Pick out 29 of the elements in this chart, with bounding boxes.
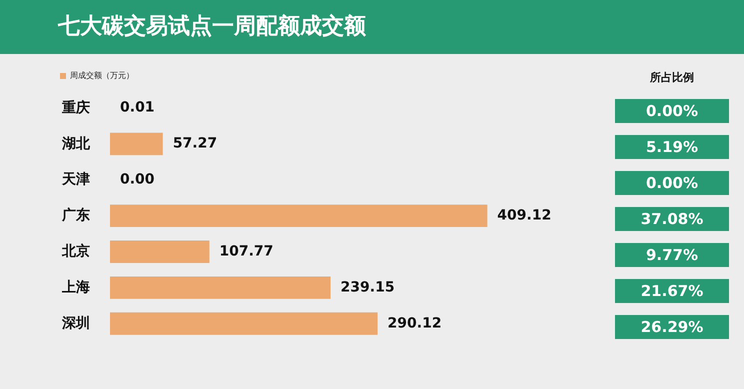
data-label: 107.77 bbox=[219, 243, 274, 260]
text: 26.29% bbox=[615, 314, 729, 339]
bar bbox=[110, 132, 163, 156]
text: 所占比例 bbox=[649, 70, 695, 85]
data-label: 0.01 bbox=[120, 100, 155, 116]
bar bbox=[110, 204, 488, 228]
data-label: 239.15 bbox=[340, 279, 395, 296]
bar bbox=[110, 276, 331, 299]
data-label: 57.27 bbox=[172, 136, 218, 152]
legend-label: 周成交额（万元） bbox=[70, 71, 134, 80]
y-tick-label: 北京 bbox=[61, 242, 90, 259]
y-tick-label: 上海 bbox=[61, 278, 90, 295]
text: 0.00% bbox=[615, 170, 729, 195]
bar bbox=[110, 312, 378, 335]
data-label: 290.12 bbox=[388, 315, 442, 332]
y-tick-label: 深圳 bbox=[61, 314, 90, 330]
text: 5.19% bbox=[615, 134, 729, 159]
chart-title: 七大碳交易试点一周配额成交额 bbox=[0, 0, 744, 54]
y-tick-label: 重庆 bbox=[61, 98, 90, 115]
data-label: 0.00 bbox=[120, 172, 155, 188]
data-label: 409.12 bbox=[497, 207, 552, 224]
text: 21.67% bbox=[615, 278, 729, 303]
y-tick-label: 广东 bbox=[61, 206, 90, 223]
text: 37.08% bbox=[615, 206, 729, 231]
y-tick-label: 天津 bbox=[61, 170, 90, 187]
text: 9.77% bbox=[615, 242, 729, 267]
y-tick-label: 湖北 bbox=[61, 134, 91, 151]
bar bbox=[110, 240, 210, 263]
text: 0.00% bbox=[615, 98, 729, 123]
